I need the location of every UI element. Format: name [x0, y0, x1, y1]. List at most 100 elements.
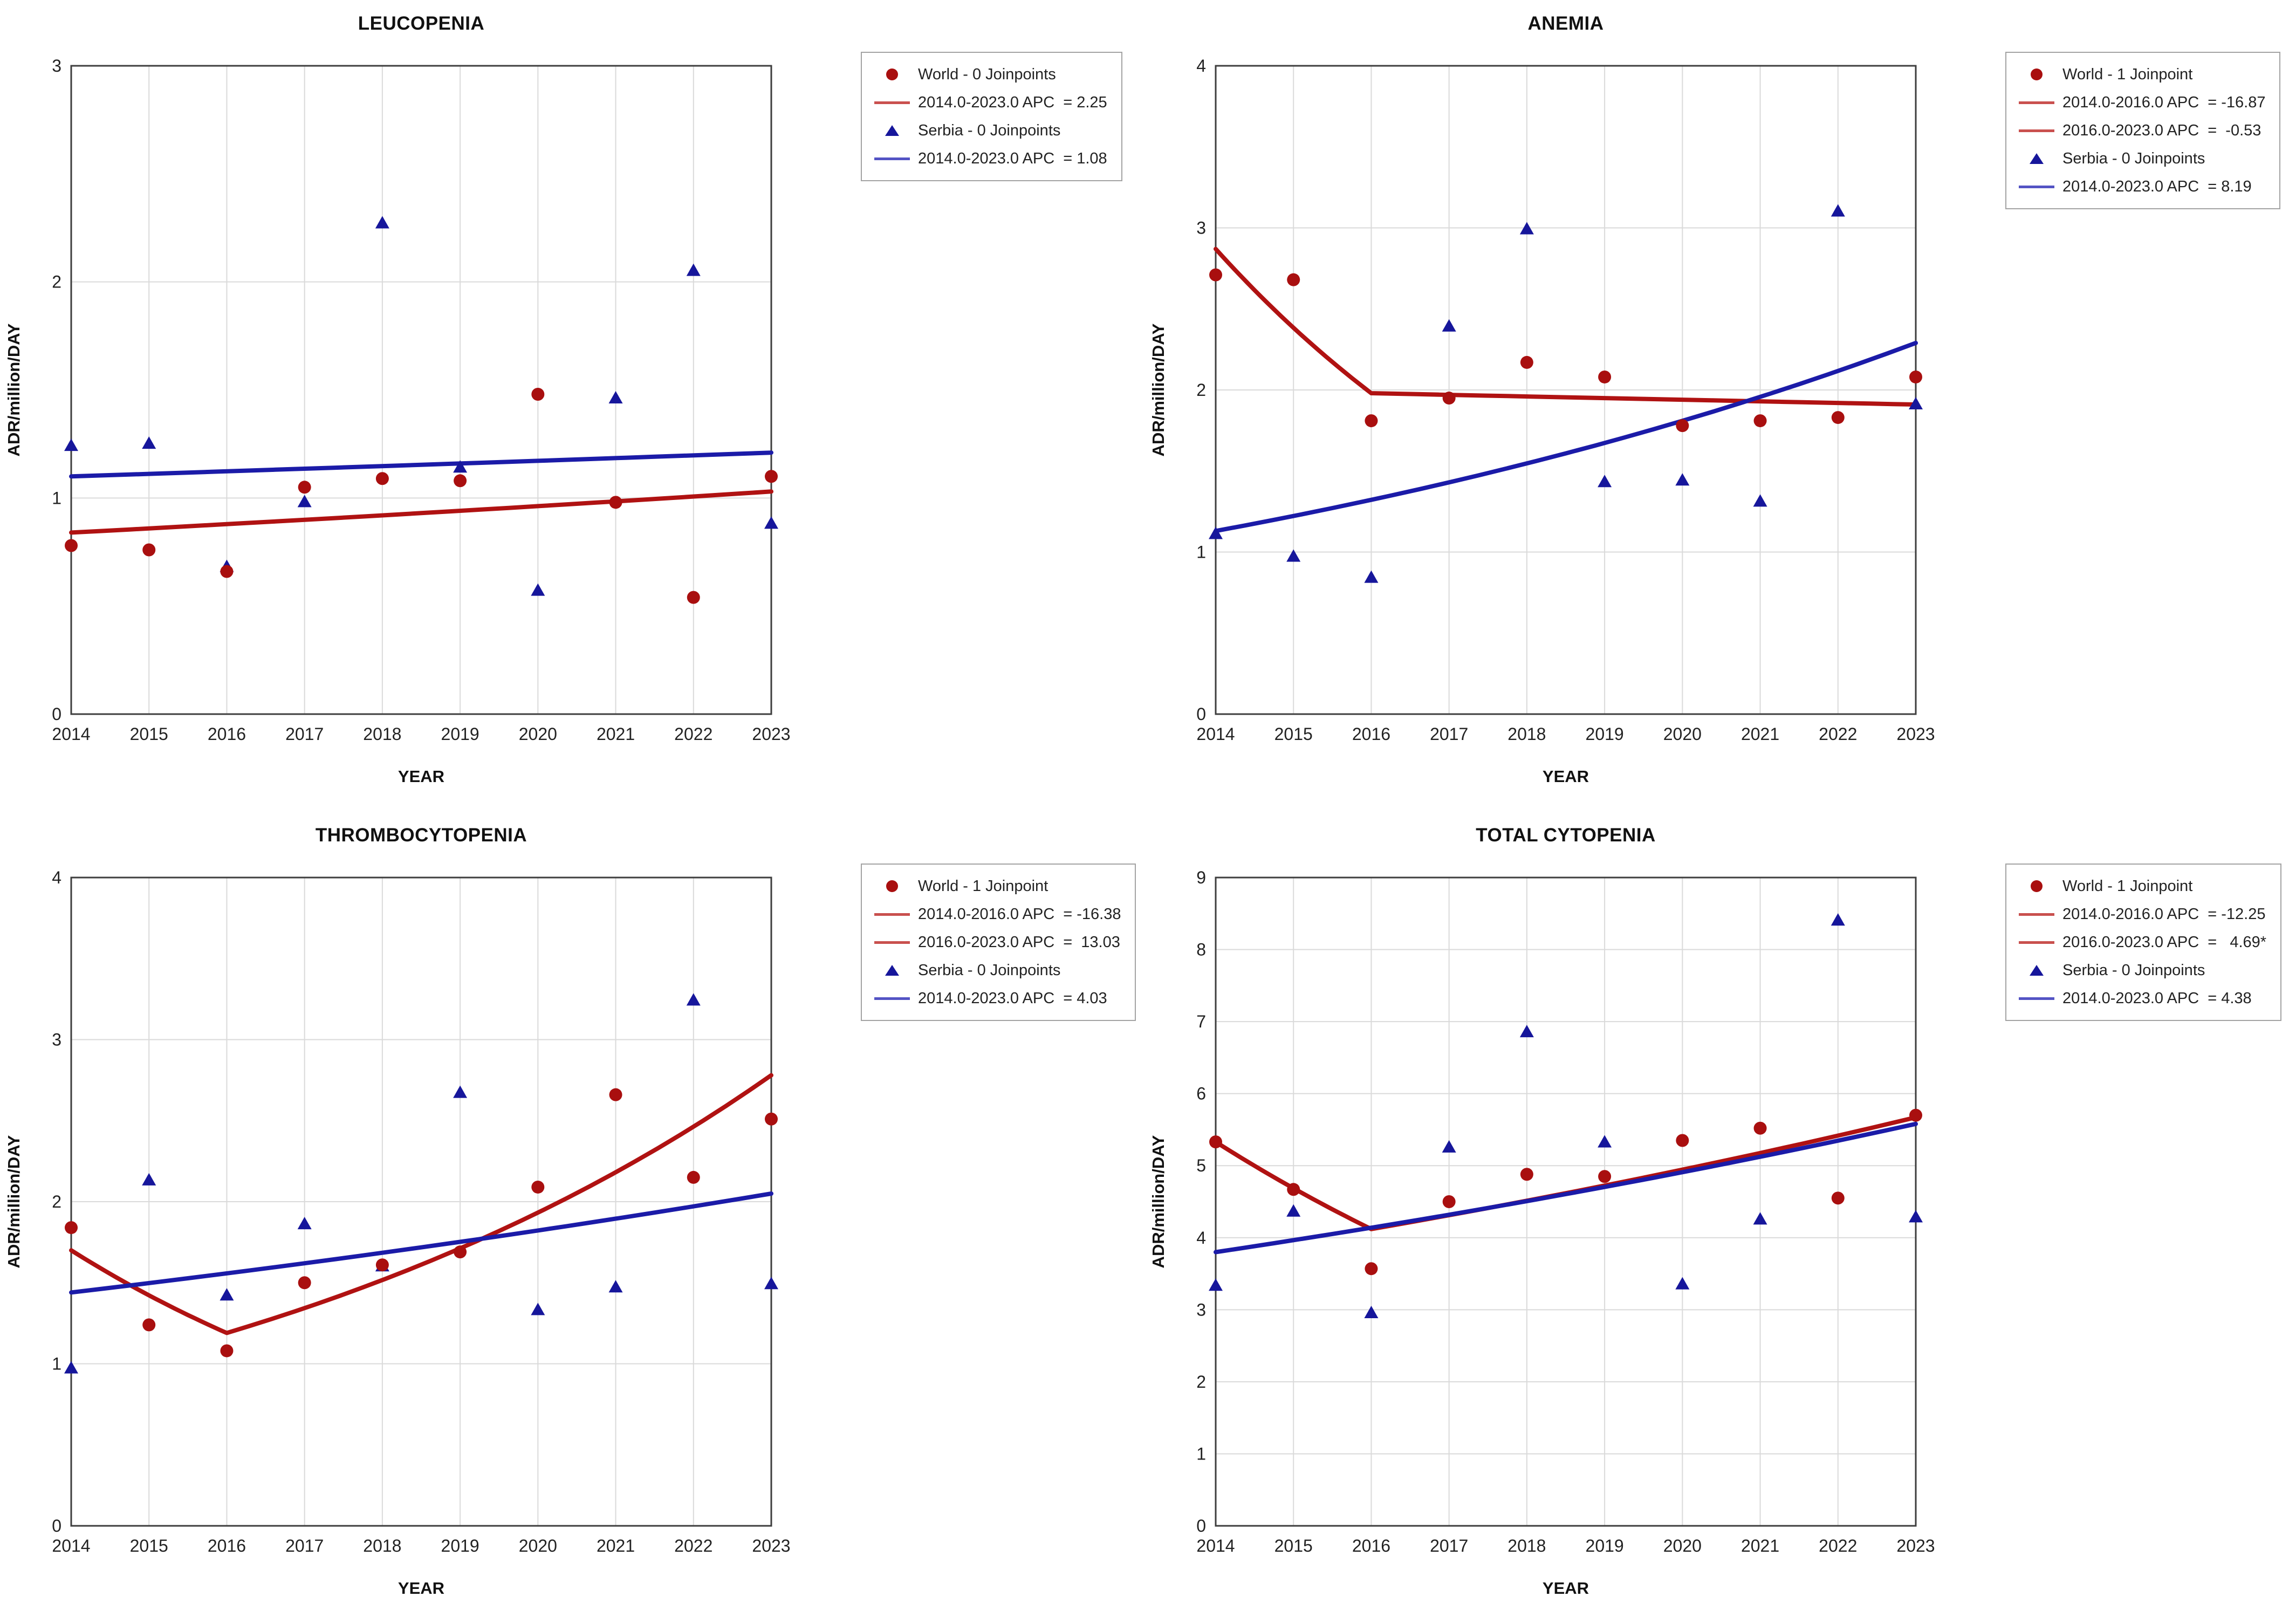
x-tick-label: 2014 [52, 724, 90, 744]
y-tick-label: 2 [52, 272, 61, 292]
legend-item-label: World - 1 Joinpoint [918, 877, 1048, 895]
trend-line-icon-cell [2011, 997, 2062, 1000]
trend-line-icon [874, 913, 910, 916]
x-tick-label: 2014 [52, 1536, 90, 1556]
trend-line-icon [874, 941, 910, 944]
legend-item-label: Serbia - 0 Joinpoints [2062, 961, 2205, 979]
data-point-world [687, 591, 700, 604]
panel-anemia: ANEMIA 0 1 2 3 4 2014 2015 2016 2017 2018 2019 2020… [1144, 0, 2289, 812]
trend-line-icon [874, 997, 910, 1000]
x-tick-label: 2015 [130, 724, 168, 744]
y-tick-label: 0 [1196, 704, 1206, 724]
x-tick-label: 2022 [1819, 724, 1857, 744]
y-tick-label: 0 [52, 704, 61, 724]
serbia-marker-icon [2030, 153, 2044, 164]
trend-line-icon-cell [866, 941, 918, 944]
x-axis-label: YEAR [398, 767, 444, 786]
data-point-world [1520, 355, 1533, 369]
data-point-serbia [453, 460, 468, 473]
legend-item: Serbia - 0 Joinpoints [866, 117, 1107, 145]
data-point-serbia [1675, 1277, 1690, 1290]
data-point-world [1442, 392, 1456, 405]
y-axis-label: ADR/million/DAY [1149, 1135, 1168, 1268]
plot-frame [70, 876, 772, 1527]
data-point-world [65, 1221, 78, 1235]
serbia-marker-icon-cell [2011, 965, 2062, 976]
chart-title: THROMBOCYTOPENIA [315, 825, 527, 846]
y-tick-label: 0 [1196, 1516, 1206, 1536]
world-marker-icon-cell [2011, 68, 2062, 80]
data-point-serbia [1209, 1278, 1223, 1291]
legend-item: 2016.0-2023.0 APC = -0.53 [2011, 117, 2265, 145]
y-axis-label: ADR/million/DAY [1149, 323, 1168, 456]
data-point-serbia [64, 438, 78, 451]
data-point-world [1676, 419, 1689, 433]
data-point-world [375, 1258, 389, 1272]
legend-item: Serbia - 0 Joinpoints [2011, 956, 2266, 984]
y-tick-label: 9 [1196, 868, 1206, 887]
legend-item: 2014.0-2016.0 APC = -12.25 [2011, 900, 2266, 928]
x-tick-label: 2015 [1274, 1536, 1313, 1556]
x-tick-label: 2018 [1507, 1536, 1546, 1556]
x-tick-label: 2022 [674, 1536, 712, 1556]
data-point-serbia [764, 1277, 778, 1290]
legend-box: World - 1 Joinpoint 2014.0-2016.0 APC = -… [2005, 52, 2281, 209]
x-axis-label: YEAR [1543, 767, 1589, 786]
legend-item: Serbia - 0 Joinpoints [866, 956, 1121, 984]
data-point-world [609, 496, 622, 509]
trend-line-icon-cell [866, 101, 918, 104]
plot-frame [70, 65, 772, 715]
legend-item-label: 2014.0-2016.0 APC = -16.38 [918, 905, 1121, 923]
legend-item-label: 2016.0-2023.0 APC = 4.69* [2062, 933, 2267, 951]
data-point-serbia [1753, 494, 1767, 507]
serbia-marker-icon-cell [2011, 153, 2062, 164]
y-axis-label: ADR/million/DAY [4, 323, 23, 456]
serbia-marker-icon-cell [866, 965, 918, 976]
legend-item: World - 0 Joinpoints [866, 60, 1107, 88]
x-tick-label: 2019 [441, 724, 479, 744]
x-tick-label: 2018 [363, 724, 401, 744]
trend-line-icon-cell [2011, 129, 2062, 132]
x-tick-label: 2019 [1586, 1536, 1624, 1556]
y-tick-label: 8 [1196, 940, 1206, 960]
data-point-world [1676, 1134, 1689, 1147]
legend-item-label: Serbia - 0 Joinpoints [2062, 149, 2205, 167]
legend-item-label: 2014.0-2016.0 APC = -12.25 [2062, 905, 2266, 923]
x-tick-label: 2015 [130, 1536, 168, 1556]
y-axis-label: ADR/million/DAY [4, 1135, 23, 1268]
world-marker-icon-cell [2011, 880, 2062, 892]
legend-item: World - 1 Joinpoint [2011, 60, 2265, 88]
trend-line-icon [874, 157, 910, 160]
x-tick-label: 2014 [1196, 724, 1235, 744]
data-point-serbia [1675, 473, 1690, 486]
trend-line-icon-cell [866, 997, 918, 1000]
data-point-serbia [1519, 222, 1534, 235]
data-point-serbia [453, 1085, 468, 1098]
x-tick-label: 2023 [1896, 1536, 1935, 1556]
data-point-world [1909, 1108, 1922, 1122]
x-tick-label: 2016 [208, 724, 246, 744]
y-tick-label: 1 [52, 488, 61, 508]
data-point-serbia [1442, 1140, 1456, 1153]
x-tick-label: 2020 [1663, 1536, 1702, 1556]
trend-line-icon [2019, 997, 2054, 1000]
data-point-serbia [1831, 204, 1845, 217]
y-tick-label: 1 [1196, 543, 1206, 562]
world-marker-icon [2031, 68, 2043, 80]
y-tick-label: 4 [52, 868, 61, 887]
legend-box: World - 0 Joinpoints 2014.0-2023.0 APC = … [861, 52, 1122, 181]
trend-line-icon [2019, 101, 2054, 104]
x-tick-label: 2017 [1430, 724, 1468, 744]
x-tick-label: 2017 [285, 724, 324, 744]
data-point-world [454, 474, 467, 488]
y-tick-label: 4 [1196, 1228, 1206, 1248]
x-tick-label: 2016 [1352, 724, 1390, 744]
x-tick-label: 2014 [1196, 1536, 1235, 1556]
data-point-serbia [220, 1288, 234, 1301]
data-point-serbia [764, 516, 778, 529]
data-point-world [220, 1344, 234, 1358]
x-tick-label: 2023 [1896, 724, 1935, 744]
data-point-world [1831, 411, 1845, 424]
data-point-world [298, 481, 311, 494]
